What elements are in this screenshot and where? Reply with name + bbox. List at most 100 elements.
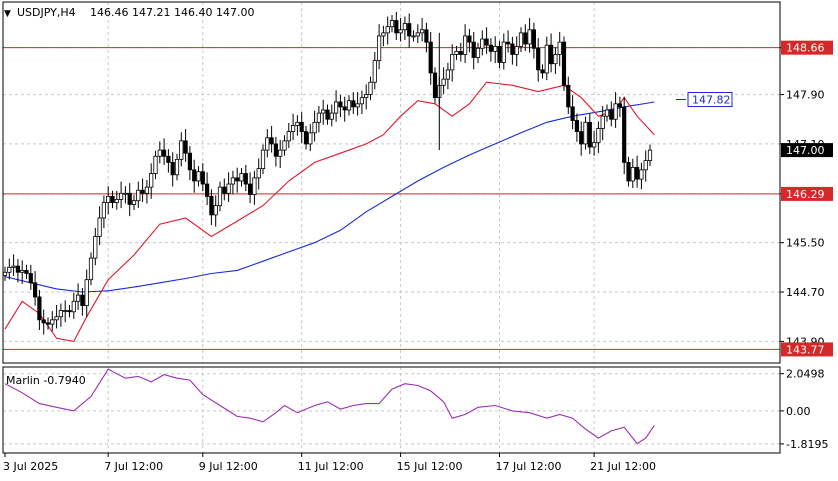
candle-body — [510, 43, 515, 55]
candle-body — [514, 46, 519, 55]
candle-body — [247, 183, 253, 195]
ohlc-label: 146.46 147.21 146.40 147.00 — [90, 6, 254, 19]
candle — [514, 36, 519, 67]
candle-body — [411, 35, 416, 38]
candle — [647, 144, 653, 167]
candle-body — [518, 32, 524, 47]
candle — [643, 150, 648, 182]
candle — [531, 22, 537, 59]
candle-body — [467, 35, 472, 43]
candle — [462, 24, 468, 64]
candle-body — [471, 41, 476, 58]
candle-body — [609, 109, 614, 120]
candle — [613, 92, 618, 128]
candle-body — [549, 44, 554, 65]
candle-body — [127, 192, 132, 205]
candle — [20, 260, 25, 285]
annotation-label: 147.82 — [692, 94, 731, 107]
candle — [411, 30, 416, 42]
candle-body — [217, 186, 223, 207]
candle — [329, 104, 334, 127]
candle-body — [381, 32, 386, 37]
candle — [101, 195, 106, 229]
candle-body — [312, 121, 317, 134]
candle-body — [501, 41, 506, 63]
candle-body — [647, 149, 653, 161]
candle — [192, 159, 197, 193]
candle-body — [123, 192, 128, 195]
candle — [316, 105, 322, 133]
candle — [217, 181, 223, 212]
candle — [136, 181, 141, 208]
candle — [187, 146, 192, 181]
time-tick-label: 21 Jul 12:00 — [590, 460, 656, 473]
candle-body — [333, 101, 339, 114]
candle-body — [527, 29, 532, 45]
candle — [308, 124, 313, 152]
candle-body — [497, 46, 502, 63]
candle-body — [179, 140, 184, 160]
level-value-box — [781, 342, 833, 357]
candle-body — [286, 131, 291, 142]
candle-body — [37, 296, 42, 321]
candle — [566, 76, 571, 115]
candle-body — [419, 29, 425, 34]
symbol-menu-arrow[interactable]: ▼ — [4, 9, 11, 19]
symbol-label: USDJPY,H4 — [17, 6, 76, 19]
candle — [28, 264, 33, 290]
candle — [364, 84, 369, 110]
candle — [604, 104, 610, 122]
candle — [110, 190, 115, 209]
candle — [269, 126, 274, 153]
candle — [58, 303, 64, 327]
candle-body — [11, 265, 16, 268]
candle — [484, 27, 489, 54]
candle — [106, 186, 111, 215]
main-pane-frame — [2, 1, 781, 364]
candle — [7, 258, 12, 280]
candle-body — [342, 106, 347, 111]
candle — [45, 317, 51, 330]
candle — [67, 304, 72, 318]
candle — [41, 309, 46, 335]
candle-body — [394, 20, 399, 34]
candle — [166, 149, 171, 173]
candle-body — [600, 115, 605, 129]
marlin-oscillator — [4, 368, 655, 445]
candle — [256, 158, 261, 190]
candles — [2, 11, 653, 335]
candle — [389, 14, 395, 33]
candle-body — [131, 200, 137, 205]
candle — [127, 183, 132, 217]
oscillator-label: Marlin -0.7940 — [6, 374, 86, 387]
candle-body — [505, 41, 511, 45]
candle — [368, 76, 373, 101]
candle — [592, 130, 597, 156]
candle — [419, 18, 425, 42]
candle — [295, 115, 300, 136]
candle-body — [235, 177, 240, 182]
candle — [50, 311, 55, 332]
current-price-label: 147.00 — [786, 144, 825, 157]
chart-frames — [2, 1, 781, 454]
candle — [299, 112, 304, 144]
candle — [583, 116, 588, 150]
candle-body — [402, 23, 408, 31]
candle — [600, 105, 605, 141]
candle-body — [617, 103, 623, 108]
candle-body — [278, 149, 283, 157]
candle — [454, 45, 459, 61]
level-value-box — [781, 186, 833, 201]
candle-body — [493, 46, 498, 52]
candle-body — [570, 106, 575, 121]
candle — [312, 110, 317, 142]
candle — [557, 31, 562, 67]
candle — [37, 289, 42, 330]
time-tick-label: 7 Jul 12:00 — [104, 460, 163, 473]
chart-header: ▼ USDJPY,H4 146.46 147.21 146.40 147.00 — [4, 6, 254, 19]
candle — [15, 259, 21, 283]
candle-body — [192, 169, 197, 182]
level-value-label: 143.77 — [786, 343, 825, 356]
